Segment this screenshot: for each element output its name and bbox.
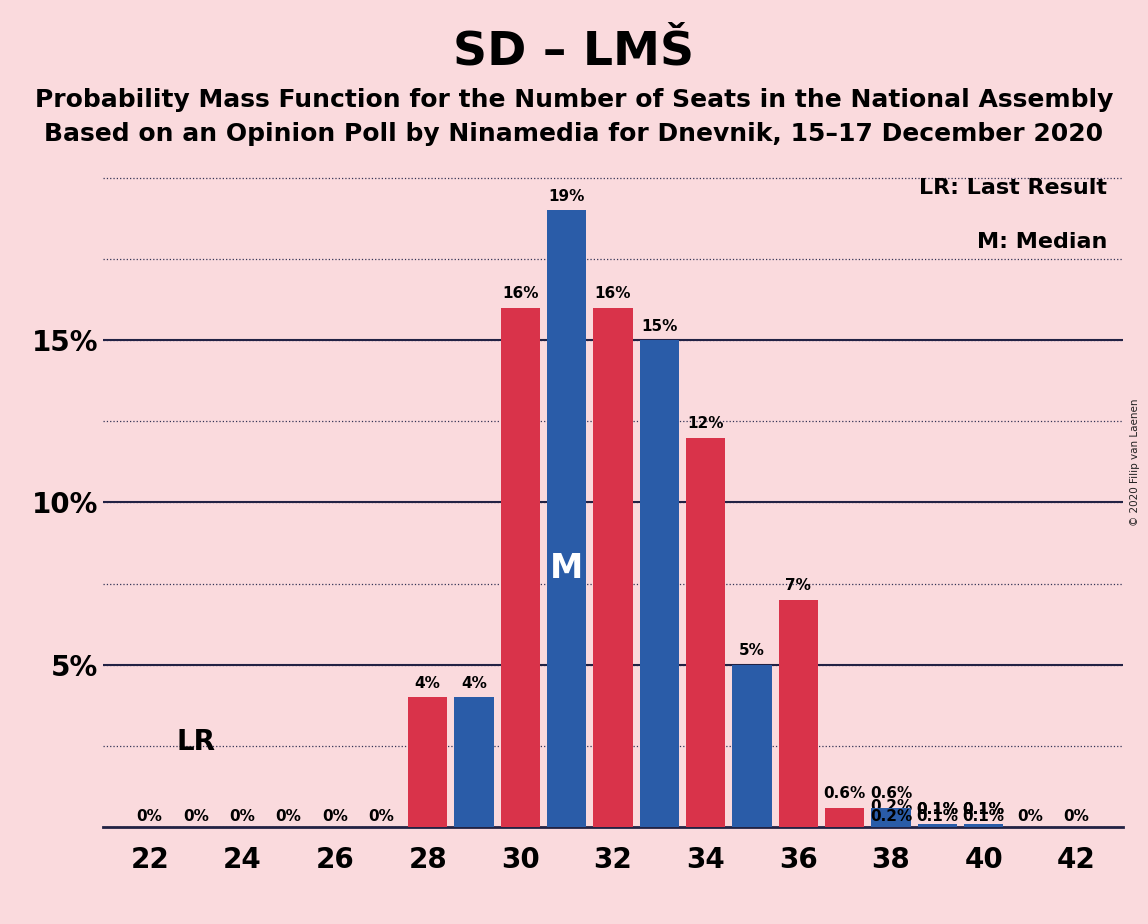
Bar xyxy=(639,340,680,827)
Text: 0.6%: 0.6% xyxy=(823,786,866,801)
Bar xyxy=(546,211,587,827)
Bar xyxy=(501,308,540,827)
Text: M: M xyxy=(550,552,583,585)
Bar xyxy=(917,823,957,827)
Text: LR: Last Result: LR: Last Result xyxy=(920,178,1108,199)
Text: 0%: 0% xyxy=(369,808,394,823)
Text: 5%: 5% xyxy=(739,643,765,658)
Text: 0.1%: 0.1% xyxy=(916,802,959,817)
Text: 0.1%: 0.1% xyxy=(963,808,1004,823)
Text: 19%: 19% xyxy=(549,188,584,204)
Bar xyxy=(871,808,910,827)
Bar xyxy=(964,823,1003,827)
Text: Based on an Opinion Poll by Ninamedia for Dnevnik, 15–17 December 2020: Based on an Opinion Poll by Ninamedia fo… xyxy=(45,122,1103,146)
Text: 0.1%: 0.1% xyxy=(963,802,1004,817)
Text: 0%: 0% xyxy=(137,808,163,823)
Text: 0.2%: 0.2% xyxy=(870,808,913,823)
Text: 12%: 12% xyxy=(688,416,724,432)
Text: 16%: 16% xyxy=(502,286,538,301)
Text: Probability Mass Function for the Number of Seats in the National Assembly: Probability Mass Function for the Number… xyxy=(34,88,1114,112)
Bar xyxy=(917,823,957,827)
Text: 0%: 0% xyxy=(183,808,209,823)
Text: 0%: 0% xyxy=(323,808,348,823)
Text: 7%: 7% xyxy=(785,578,812,593)
Bar xyxy=(687,438,726,827)
Text: 4%: 4% xyxy=(461,675,487,690)
Text: 0%: 0% xyxy=(276,808,302,823)
Text: 0%: 0% xyxy=(1063,808,1089,823)
Text: SD – LMŠ: SD – LMŠ xyxy=(453,30,695,75)
Text: 4%: 4% xyxy=(414,675,441,690)
Bar xyxy=(594,308,633,827)
Text: 0.2%: 0.2% xyxy=(870,799,913,814)
Bar xyxy=(732,664,771,827)
Text: LR: LR xyxy=(177,727,216,756)
Text: 0.1%: 0.1% xyxy=(916,802,959,817)
Text: M: Median: M: Median xyxy=(977,232,1108,251)
Bar xyxy=(964,823,1003,827)
Bar xyxy=(408,698,448,827)
Bar xyxy=(778,600,819,827)
Text: 16%: 16% xyxy=(595,286,631,301)
Text: 15%: 15% xyxy=(642,319,677,334)
Bar xyxy=(871,821,910,827)
Text: 0%: 0% xyxy=(230,808,255,823)
Text: © 2020 Filip van Laenen: © 2020 Filip van Laenen xyxy=(1130,398,1140,526)
Text: 0.1%: 0.1% xyxy=(916,808,959,823)
Text: 0%: 0% xyxy=(1017,808,1044,823)
Text: 0.1%: 0.1% xyxy=(963,802,1004,817)
Bar xyxy=(825,808,864,827)
Text: 0.6%: 0.6% xyxy=(870,786,913,801)
Bar xyxy=(455,698,494,827)
